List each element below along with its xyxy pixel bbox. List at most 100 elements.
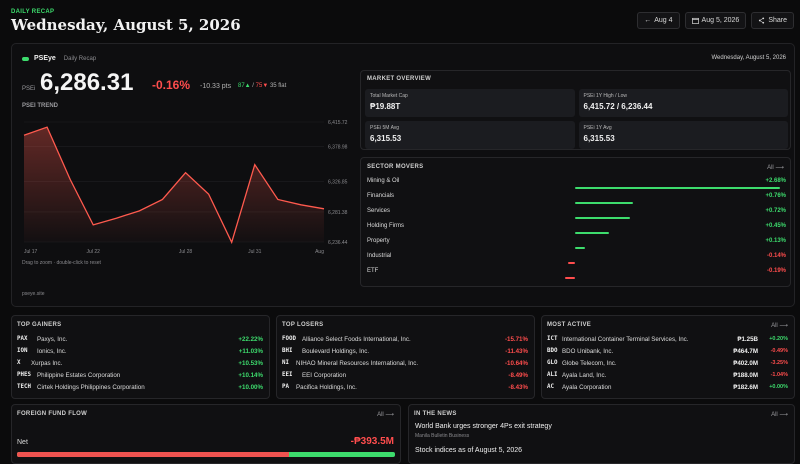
- ticker: PA: [282, 384, 289, 390]
- date-nav: ← Aug 4 Aug 5, 2026 Share: [637, 12, 794, 29]
- company-name: Ayala Corporation: [562, 384, 611, 391]
- sector-row[interactable]: ETF-0.19%: [367, 266, 786, 281]
- stat-market-cap: Total Market Cap ₱19.88T: [365, 89, 575, 117]
- source-link[interactable]: pseye.site: [22, 291, 45, 297]
- news-panel: IN THE NEWS All ⟶ World Bank urges stron…: [408, 404, 795, 464]
- change-pct: +10.14%: [238, 372, 263, 379]
- sector-name: ETF: [367, 268, 378, 274]
- x-tick-label: Jul 28: [179, 249, 193, 254]
- stat-label: PSEi 1Y High / Low: [584, 93, 784, 99]
- unchanged: 35 flat: [270, 83, 286, 89]
- top-losers-title: TOP LOSERS: [282, 322, 323, 328]
- trend-area: [24, 127, 324, 242]
- sector-row[interactable]: Holding Firms+0.45%: [367, 221, 786, 236]
- change-pct: +11.03%: [239, 348, 263, 355]
- ticker: ICT: [547, 336, 557, 342]
- net-flow-bar: [17, 452, 395, 457]
- company-name: Ayala Land, Inc.: [562, 372, 606, 379]
- news-headline[interactable]: World Bank urges stronger 4Ps exit strat…: [415, 423, 552, 430]
- change-pct: -0.49%: [771, 348, 788, 354]
- sector-row[interactable]: Financials+0.76%: [367, 191, 786, 206]
- decliners: 75▼: [256, 83, 269, 89]
- brand-logo-icon: [22, 57, 29, 61]
- ticker: PAX: [17, 336, 27, 342]
- sector-row[interactable]: Property +0.13%: [367, 236, 786, 251]
- traded-value: ₱402.0M: [733, 360, 758, 367]
- company-name: Xurpas Inc.: [31, 360, 62, 367]
- sector-change: +0.13%: [765, 238, 786, 244]
- psei-trend-chart[interactable]: 6,415.726,378.986,326.856,281.386,236.44…: [20, 114, 360, 254]
- sector-change: +0.76%: [765, 193, 786, 199]
- mover-row[interactable]: EEI EEI Corporation -8.49%: [282, 372, 528, 382]
- net-label: Net: [17, 439, 28, 446]
- news-headline[interactable]: Stock indices as of August 5, 2026: [415, 447, 522, 454]
- sector-movers-panel: SECTOR MOVERS All ⟶ Mining & Oil+2.68%Fi…: [360, 157, 791, 287]
- stat-value: 6,315.53: [370, 134, 570, 143]
- traded-value: ₱182.6M: [733, 384, 758, 391]
- foreign-flow-all-link[interactable]: All ⟶: [377, 411, 394, 418]
- prev-day-button[interactable]: ← Aug 4: [637, 12, 679, 29]
- company-name: NIHAO Mineral Resources International, I…: [296, 360, 418, 367]
- stat-value: ₱19.88T: [370, 102, 570, 111]
- y-tick-label: 6,236.44: [328, 240, 348, 246]
- company-name: Globe Telecom, Inc.: [562, 360, 617, 367]
- y-tick-label: 6,281.38: [328, 210, 348, 216]
- page-kicker: DAILY RECAP: [11, 9, 54, 15]
- change-pct: -1.04%: [771, 372, 788, 378]
- most-active-all-link[interactable]: All ⟶: [771, 322, 788, 329]
- date-picker-button[interactable]: Aug 5, 2026: [685, 12, 747, 29]
- stat-label: Total Market Cap: [370, 93, 570, 99]
- brand: PSEye Daily Recap: [22, 55, 96, 62]
- ticker: PHES: [17, 372, 31, 378]
- sector-bar: [565, 277, 575, 279]
- company-name: Cirtek Holdings Philippines Corporation: [37, 384, 145, 391]
- news-all-link[interactable]: All ⟶: [771, 411, 788, 418]
- ticker: TECH: [17, 384, 31, 390]
- trend-label: PSEI TREND: [22, 103, 58, 109]
- sector-all-link[interactable]: All ⟶: [767, 164, 784, 171]
- sector-name: Industrial: [367, 253, 391, 259]
- share-button[interactable]: Share: [751, 12, 794, 29]
- company-name: International Container Terminal Service…: [562, 336, 688, 343]
- ticker: EEI: [282, 372, 292, 378]
- mover-row[interactable]: TECH Cirtek Holdings Philippines Corporat…: [17, 384, 263, 394]
- mover-row[interactable]: NI NIHAO Mineral Resources International,…: [282, 360, 528, 370]
- ticker: NI: [282, 360, 289, 366]
- x-tick-label: Jul 17: [24, 249, 38, 254]
- sector-bar: [568, 262, 575, 264]
- sector-name: Property: [367, 238, 390, 244]
- share-icon: [758, 17, 765, 24]
- sector-change: +0.45%: [765, 223, 786, 229]
- index-value: 6,286.31: [40, 69, 133, 97]
- sector-row[interactable]: Services+0.72%: [367, 206, 786, 221]
- top-bar: DAILY RECAP Wednesday, August 5, 2026 ← …: [0, 0, 800, 42]
- sector-row[interactable]: Mining & Oil+2.68%: [367, 176, 786, 191]
- stat-label: PSEi 1Y Avg: [584, 125, 784, 131]
- company-name: EEI Corporation: [302, 372, 346, 379]
- market-overview-panel: MARKET OVERVIEW Total Market Cap ₱19.88T…: [360, 70, 791, 150]
- active-row[interactable]: ICT International Container Terminal Serv…: [547, 336, 788, 346]
- news-title: IN THE NEWS: [414, 411, 457, 417]
- sector-row[interactable]: Industrial-0.14%: [367, 251, 786, 266]
- sector-change: +0.72%: [765, 208, 786, 214]
- traded-value: ₱464.7M: [733, 348, 758, 355]
- sector-change: +2.68%: [765, 178, 786, 184]
- sector-bar: [575, 187, 780, 189]
- change-pct: -8.49%: [508, 372, 528, 379]
- y-tick-label: 6,326.85: [328, 179, 348, 185]
- y-tick-label: 6,415.72: [328, 120, 348, 126]
- change-pct: +0.20%: [769, 336, 788, 342]
- calendar-icon: [692, 17, 699, 24]
- share-label: Share: [768, 17, 787, 24]
